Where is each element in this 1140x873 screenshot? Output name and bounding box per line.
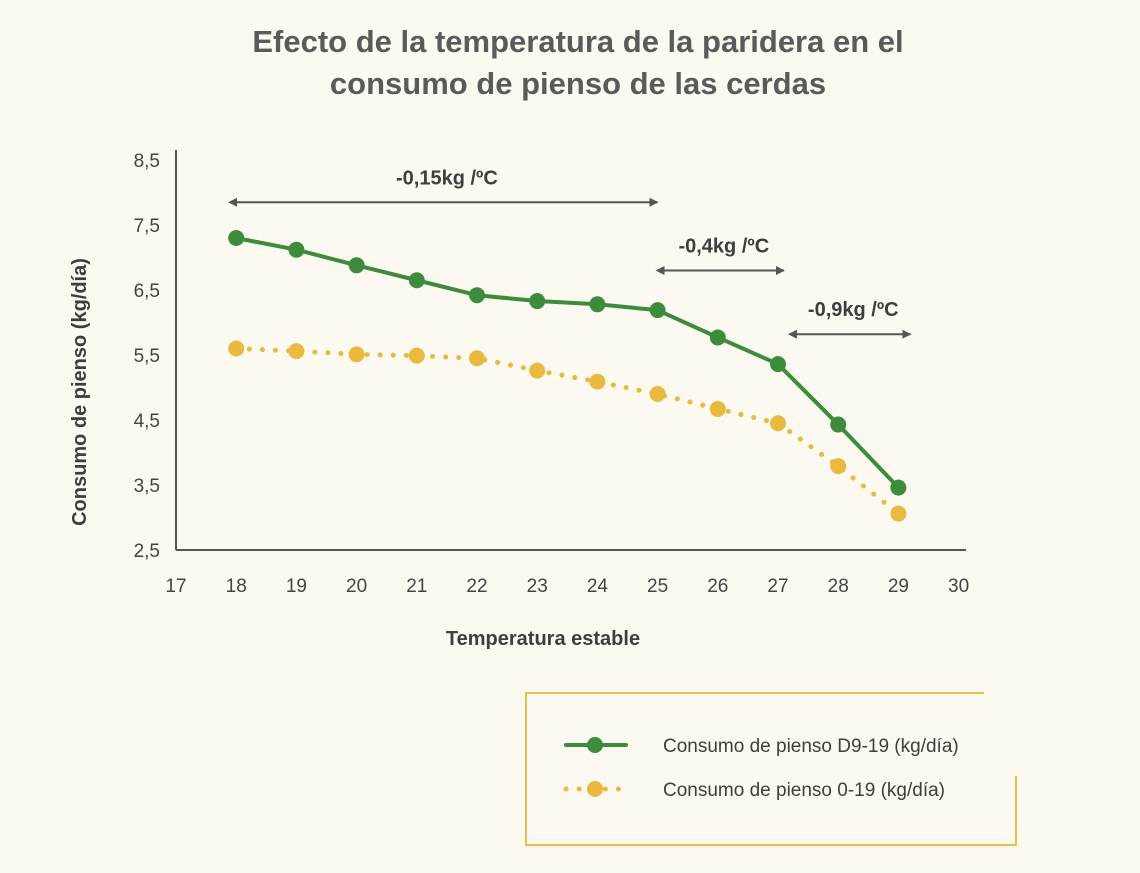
data-point [830, 416, 847, 433]
chart-title: Efecto de la temperatura de la paridera … [252, 24, 903, 101]
legend-item-2: Consumo de pienso 0-19 (kg/día) [563, 780, 945, 801]
series-line [233, 346, 901, 517]
series-line [234, 236, 901, 490]
data-point [649, 386, 666, 402]
slope-label: -0,9kg /ºC [808, 299, 899, 321]
slope-annotations: -0,15kg /ºC -0,4kg /ºC -0,9kg /ºC [228, 167, 912, 339]
chart-title-line-2: consumo de pienso de las cerdas [330, 66, 826, 101]
x-tick-label: 24 [587, 576, 609, 597]
slope-label: -0,4kg /ºC [678, 236, 769, 258]
x-tick-label: 22 [466, 576, 487, 597]
slope-annotation-2: -0,4kg /ºC [655, 236, 785, 275]
y-tick-label: 2,5 [134, 541, 160, 562]
legend-label: Consumo de pienso 0-19 (kg/día) [663, 780, 945, 801]
legend-label: Consumo de pienso D9-19 (kg/día) [663, 736, 959, 757]
x-tick-label: 18 [226, 576, 247, 597]
legend-swatch-marker [587, 737, 603, 753]
y-tick-label: 3,5 [134, 476, 160, 497]
data-point [228, 340, 245, 357]
slope-annotation-3: -0,9kg /ºC [787, 299, 912, 339]
data-point [649, 302, 666, 319]
x-tick-label: 26 [707, 576, 728, 597]
x-tick-label: 29 [888, 576, 909, 597]
y-tick-label: 6,5 [134, 281, 160, 302]
data-point [408, 347, 425, 364]
data-point [529, 293, 546, 310]
data-point [469, 350, 485, 367]
y-axis-label: Consumo de pienso (kg/día) [69, 258, 91, 526]
x-tick-label: 17 [165, 576, 186, 597]
data-point [589, 296, 606, 313]
data-point [228, 230, 245, 246]
data-point [288, 343, 305, 360]
axes [175, 150, 966, 551]
data-point [890, 479, 907, 496]
data-point [469, 287, 485, 304]
x-tick-label: 19 [286, 576, 307, 597]
x-tick-labels: 17 18 19 20 21 22 23 24 25 26 27 28 29 30 [165, 576, 969, 597]
data-point [348, 257, 365, 274]
data-point [830, 458, 847, 475]
data-point [348, 346, 365, 363]
data-point [408, 272, 425, 289]
x-axis-label: Temperatura estable [446, 628, 640, 650]
y-tick-label: 7,5 [134, 216, 160, 237]
y-tick-label: 8,5 [134, 151, 160, 172]
y-tick-label: 4,5 [134, 411, 160, 432]
legend-frame [525, 692, 1017, 846]
series-2 [228, 340, 907, 522]
data-point [770, 415, 786, 432]
slope-label: -0,15kg /ºC [396, 167, 498, 189]
x-tick-label: 23 [527, 576, 548, 597]
chart-title-line-1: Efecto de la temperatura de la paridera … [252, 24, 903, 59]
x-tick-label: 27 [767, 576, 788, 597]
series-1 [228, 230, 907, 496]
data-point [709, 329, 726, 346]
legend-swatch-marker [587, 781, 603, 797]
y-tick-labels: 2,5 3,5 4,5 5,5 6,5 7,5 8,5 [134, 151, 160, 562]
x-tick-label: 28 [828, 576, 849, 597]
x-tick-label: 25 [647, 576, 668, 597]
data-point [770, 356, 786, 373]
data-point [709, 400, 726, 417]
legend-item-1: Consumo de pienso D9-19 (kg/día) [564, 736, 959, 757]
data-point [529, 362, 546, 379]
series [228, 230, 907, 522]
x-tick-label: 21 [406, 576, 427, 597]
data-point [589, 373, 606, 390]
data-point [288, 241, 305, 258]
y-tick-label: 5,5 [134, 346, 160, 367]
data-point [890, 505, 907, 522]
x-tick-label: 30 [948, 576, 969, 597]
slope-annotation-1: -0,15kg /ºC [228, 167, 659, 207]
legend: Consumo de pienso D9-19 (kg/día) Consumo … [525, 692, 1017, 846]
x-tick-label: 20 [346, 576, 367, 597]
